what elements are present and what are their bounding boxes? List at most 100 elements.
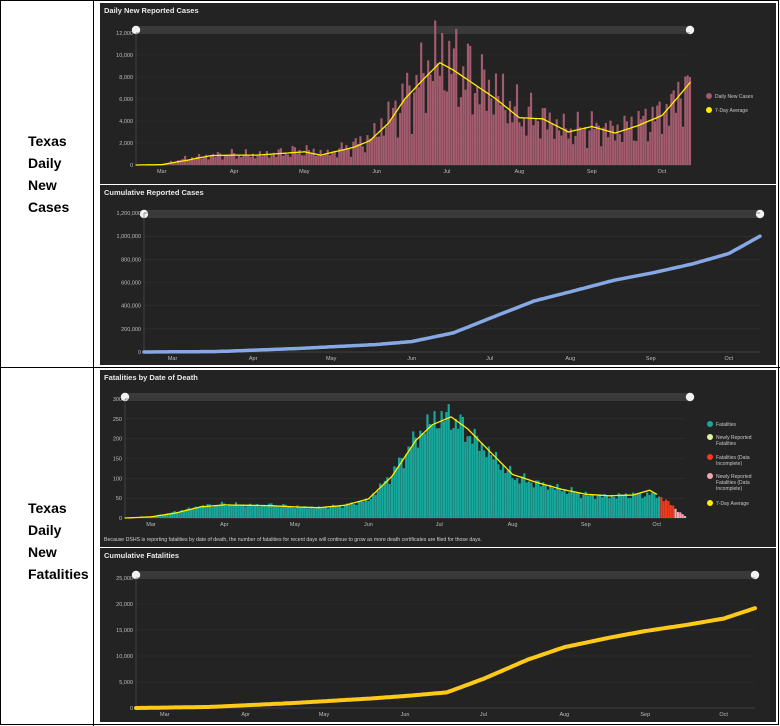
chart-title: Fatalities by Date of Death: [104, 373, 198, 382]
legend-swatch: [707, 500, 713, 506]
bar: [286, 506, 290, 518]
bar: [539, 486, 542, 518]
bar: [556, 483, 559, 518]
y-tick-label: 800,000: [121, 257, 141, 263]
y-tick-label: 1,000,000: [117, 234, 141, 240]
bar: [221, 159, 224, 165]
bar: [421, 433, 424, 518]
bar: [582, 494, 585, 518]
fatalities-chart: Fatalities by Date of Death 0 50 100 150 200 2…: [104, 373, 752, 543]
chart-panel-daily-cases: Daily New Reported Cases 0 2,000 4,000 6,000…: [100, 3, 776, 184]
bar: [374, 494, 377, 518]
bar: [629, 498, 632, 518]
bar: [560, 135, 563, 165]
bar: [646, 141, 649, 165]
bar: [272, 506, 275, 518]
bar: [282, 155, 285, 165]
bar: [361, 146, 364, 165]
bar: [212, 153, 215, 165]
bar: [593, 129, 596, 165]
bar: [244, 506, 247, 518]
bar: [301, 507, 304, 518]
bar: [598, 494, 602, 518]
x-tick-label: Sep: [640, 712, 650, 718]
bar: [637, 110, 640, 165]
bar: [233, 153, 236, 165]
bar: [282, 504, 285, 518]
bar: [376, 490, 379, 518]
bar: [321, 155, 325, 165]
x-tick-label: Jul: [436, 522, 443, 528]
bar: [466, 436, 469, 518]
y-tick-label: 10,000: [116, 53, 133, 59]
range-slider-track: [144, 210, 760, 218]
bar: [572, 144, 575, 165]
bar: [186, 160, 189, 165]
x-tick-label: Jul: [486, 356, 493, 362]
bar: [312, 508, 316, 518]
bar: [342, 149, 346, 165]
bar: [597, 125, 600, 165]
bar: [435, 428, 438, 518]
bar: [513, 479, 516, 518]
bar: [630, 116, 633, 165]
x-tick-label: Sep: [587, 169, 597, 175]
bar: [249, 156, 252, 165]
bar: [617, 493, 620, 518]
x-tick-label: May: [319, 712, 330, 718]
x-tick-label: Oct: [652, 522, 661, 528]
bar: [447, 404, 450, 518]
bar: [385, 126, 388, 165]
bar: [591, 494, 594, 518]
legend-swatch: [707, 454, 713, 460]
bar: [345, 144, 348, 165]
row-label-line: Daily: [28, 522, 62, 538]
bar: [544, 485, 547, 518]
bar: [431, 80, 434, 165]
bar: [149, 517, 153, 518]
bar: [650, 492, 654, 518]
bar: [390, 476, 394, 518]
bar: [175, 511, 179, 518]
bar: [443, 90, 446, 165]
x-tick-label: Sep: [581, 522, 591, 528]
bar: [471, 114, 474, 165]
y-tick-label: 0: [130, 706, 133, 712]
daily-cases-chart: Daily New Reported Cases 0 2,000 4,000 6,000…: [104, 6, 754, 175]
bar: [428, 424, 431, 518]
bar: [324, 506, 327, 518]
bar: [440, 411, 443, 518]
bar: [403, 99, 406, 165]
bar: [653, 121, 657, 165]
x-tick-label: Aug: [514, 169, 524, 175]
y-tick-label: 200: [113, 437, 122, 443]
bar: [454, 418, 457, 518]
bar: [348, 504, 351, 518]
bar: [180, 510, 183, 518]
bar: [616, 124, 619, 165]
bar: [681, 514, 684, 518]
bar: [310, 506, 313, 518]
bar: [338, 148, 341, 165]
bar: [334, 506, 337, 518]
bar: [214, 157, 217, 165]
bar: [569, 128, 572, 165]
bar: [416, 447, 420, 518]
row-label-line: Texas: [28, 500, 67, 516]
x-tick-label: Jun: [364, 522, 373, 528]
bar: [611, 125, 614, 165]
bar: [558, 130, 561, 165]
bar: [657, 496, 661, 518]
bar: [459, 414, 462, 518]
bar: [674, 112, 678, 165]
bar: [296, 153, 299, 165]
bar: [681, 126, 685, 165]
bar: [207, 159, 210, 165]
range-slider-end-handle: [685, 25, 695, 35]
bar: [275, 156, 278, 165]
bar: [551, 123, 554, 165]
bar: [586, 147, 589, 165]
bar: [499, 104, 502, 165]
bar: [662, 501, 665, 518]
bar: [159, 514, 162, 518]
